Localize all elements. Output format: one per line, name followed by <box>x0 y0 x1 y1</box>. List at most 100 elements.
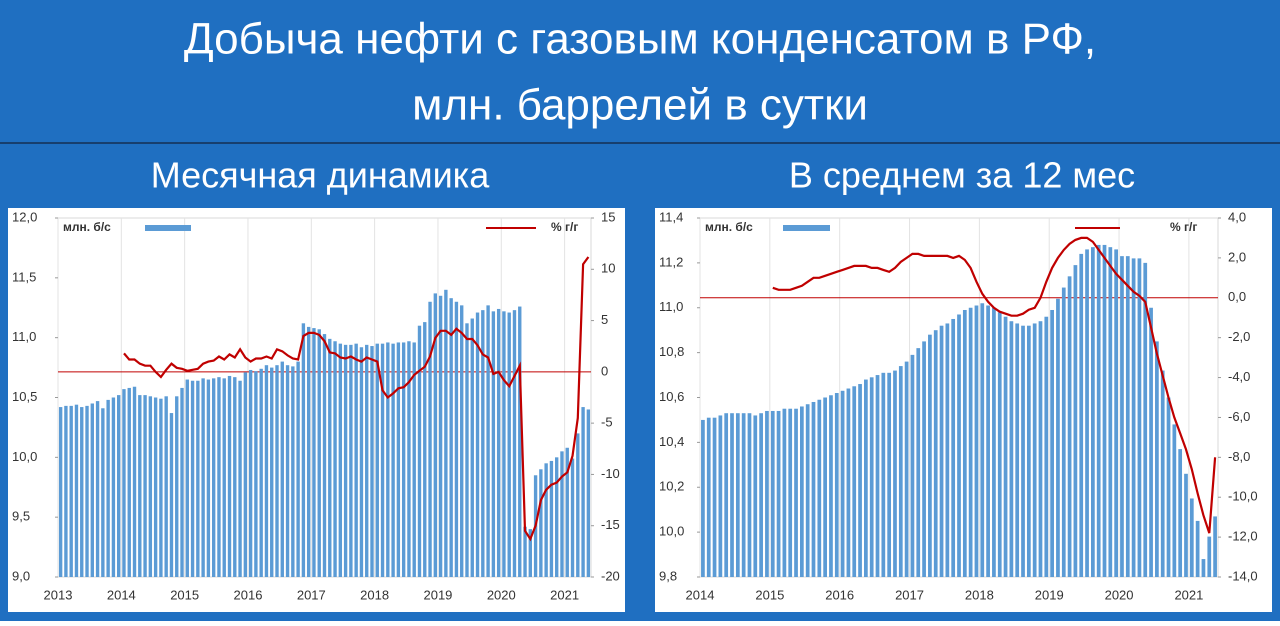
bar <box>1015 323 1020 577</box>
bar <box>1114 249 1119 577</box>
y-tick-label: 9,5 <box>12 509 30 524</box>
bar <box>74 404 79 577</box>
x-tick-label: 2017 <box>297 587 326 602</box>
bar <box>454 301 459 577</box>
bar <box>544 463 548 577</box>
bar <box>916 348 921 577</box>
y-tick-label: 10,5 <box>12 389 37 404</box>
bar <box>1044 316 1049 577</box>
y-tick-label: 10,0 <box>659 524 684 539</box>
bar <box>243 372 248 577</box>
bar <box>881 372 886 577</box>
bar <box>794 408 798 577</box>
bar <box>1032 323 1037 577</box>
bar <box>470 318 474 577</box>
y-tick-label: 11,0 <box>12 329 36 344</box>
title-line: млн. баррелей в сутки <box>412 81 868 130</box>
bar <box>858 384 862 577</box>
bar <box>101 408 105 577</box>
bar <box>1073 265 1078 577</box>
y2-tick-label: -4,0 <box>1228 369 1250 384</box>
bar <box>254 371 258 577</box>
y-tick-label: 10,8 <box>659 344 684 359</box>
x-tick-label: 2019 <box>1035 587 1064 602</box>
bar <box>980 303 985 577</box>
y2-tick-label: 2,0 <box>1228 249 1246 264</box>
bar <box>333 341 337 577</box>
x-tick-label: 2019 <box>423 587 452 602</box>
legend-label: млн. б/с <box>705 220 753 234</box>
bar <box>1149 307 1153 577</box>
bar <box>523 526 527 577</box>
bar <box>238 380 242 577</box>
bar <box>159 398 163 577</box>
y-tick-label: 10,6 <box>659 389 684 404</box>
bar <box>576 433 580 577</box>
bar <box>846 388 851 577</box>
y2-tick-label: -5 <box>601 415 613 430</box>
bar <box>148 396 153 577</box>
bar <box>1096 244 1101 578</box>
bar <box>718 415 723 577</box>
bar <box>507 312 511 577</box>
y2-tick-label: 0,0 <box>1228 289 1246 304</box>
line-series <box>772 236 1217 534</box>
bar <box>1061 287 1066 577</box>
bar <box>502 311 506 577</box>
bar <box>407 341 411 577</box>
bar <box>227 375 232 577</box>
bar <box>910 354 915 577</box>
bar <box>701 419 705 577</box>
bar <box>354 343 358 577</box>
bar <box>1009 321 1014 577</box>
bar <box>285 365 290 577</box>
y2-tick-label: 0 <box>601 363 608 378</box>
bar <box>444 289 448 577</box>
line-series <box>123 256 590 542</box>
bar <box>834 393 839 577</box>
x-tick-label: 2013 <box>44 587 73 602</box>
bar <box>747 413 752 577</box>
bar <box>280 361 284 577</box>
bar <box>776 410 781 577</box>
bar <box>1079 253 1084 577</box>
legend-label: % г/г <box>551 220 578 234</box>
bar <box>829 395 833 577</box>
bar <box>248 369 253 577</box>
bar <box>939 325 944 577</box>
bar <box>106 399 110 577</box>
bar <box>259 368 263 577</box>
bar <box>138 395 142 577</box>
bar <box>349 344 353 577</box>
bar <box>933 330 938 577</box>
x-tick-label: 2016 <box>234 587 263 602</box>
y-tick-label: 11,4 <box>659 209 683 224</box>
y2-tick-label: 15 <box>601 209 615 224</box>
bar <box>69 405 73 577</box>
bar <box>211 378 216 577</box>
bar <box>312 328 316 577</box>
bar <box>805 404 810 577</box>
y-tick-label: 11,0 <box>659 299 683 314</box>
bar <box>449 298 453 577</box>
bar <box>1213 516 1217 577</box>
y-tick-label: 11,2 <box>659 254 683 269</box>
bar <box>111 397 116 577</box>
bar <box>1184 473 1188 577</box>
bar <box>753 415 758 577</box>
bar <box>486 305 490 577</box>
y-tick-label: 10,0 <box>12 449 37 464</box>
y-tick-label: 9,0 <box>12 568 30 583</box>
bar <box>997 312 1002 577</box>
subtitle: Месячная динамика <box>151 155 490 196</box>
bar <box>951 318 956 577</box>
bar <box>491 311 496 577</box>
bar <box>565 447 569 577</box>
legend-label: млн. б/с <box>63 220 111 234</box>
legend-swatch <box>145 225 191 231</box>
legend-swatch <box>783 225 830 231</box>
x-tick-label: 2020 <box>1105 587 1134 602</box>
y-tick-label: 10,2 <box>659 479 684 494</box>
bar <box>481 310 485 577</box>
bar <box>412 342 416 577</box>
